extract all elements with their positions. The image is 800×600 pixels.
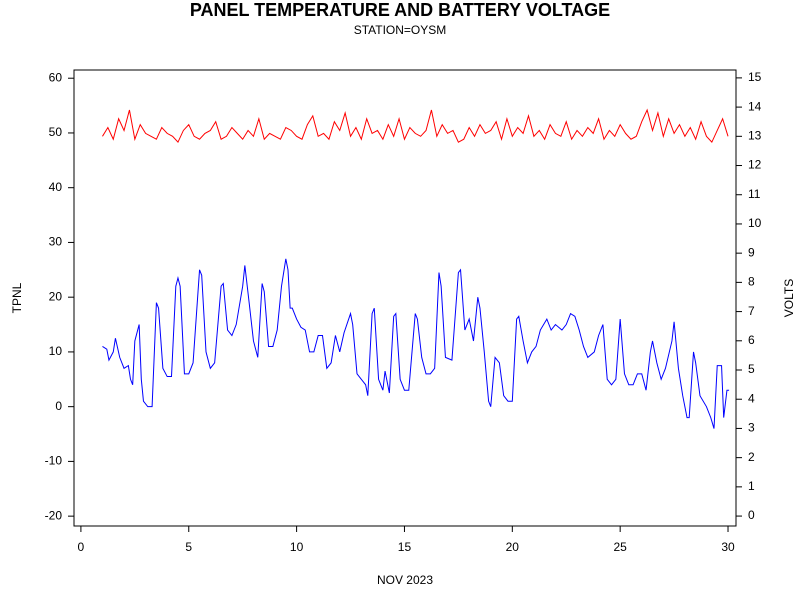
y2-tick-label: 11 <box>748 187 761 201</box>
chart-title: PANEL TEMPERATURE AND BATTERY VOLTAGE <box>190 0 610 20</box>
chart-subtitle: STATION=OYSM <box>354 23 447 37</box>
y2-tick-label: 10 <box>748 216 762 230</box>
y2-tick-label: 15 <box>748 70 762 84</box>
y-tick-label: 60 <box>49 70 63 84</box>
y-tick-label: -10 <box>45 454 63 468</box>
x-tick-label: 20 <box>506 540 520 554</box>
y2-tick-label: 1 <box>748 479 755 493</box>
x-tick-label: 0 <box>78 540 85 554</box>
y2-tick-label: 0 <box>748 508 755 522</box>
y-tick-label: -20 <box>45 508 63 522</box>
y2-tick-label: 12 <box>748 158 762 172</box>
x-tick-label: 10 <box>290 540 304 554</box>
y2-axis-label: VOLTS <box>782 279 796 317</box>
x-tick-label: 30 <box>721 540 735 554</box>
y-tick-label: 20 <box>49 289 63 303</box>
data-line <box>102 258 730 429</box>
y2-tick-label: 13 <box>748 128 762 142</box>
y2-tick-label: 3 <box>748 421 755 435</box>
y-tick-label: 40 <box>49 180 63 194</box>
y-axis-label: TPNL <box>10 282 24 313</box>
plot-frame <box>73 69 737 527</box>
y2-tick-label: 6 <box>748 333 755 347</box>
y2-tick-label: 9 <box>748 245 755 259</box>
y-tick-label: 30 <box>49 235 63 249</box>
x-tick-label: 5 <box>185 540 192 554</box>
y-tick-label: 50 <box>49 125 63 139</box>
y2-tick-label: 4 <box>748 391 755 405</box>
data-line <box>102 108 729 144</box>
y2-tick-label: 2 <box>748 450 755 464</box>
y2-tick-label: 7 <box>748 304 755 318</box>
y2-tick-label: 14 <box>748 99 762 113</box>
x-tick-label: 15 <box>398 540 412 554</box>
y2-tick-label: 8 <box>748 275 755 289</box>
x-axis-label: NOV 2023 <box>377 573 433 587</box>
y-tick-label: 0 <box>55 399 62 413</box>
x-tick-label: 25 <box>613 540 627 554</box>
y2-tick-label: 5 <box>748 362 755 376</box>
y-tick-label: 10 <box>49 344 63 358</box>
